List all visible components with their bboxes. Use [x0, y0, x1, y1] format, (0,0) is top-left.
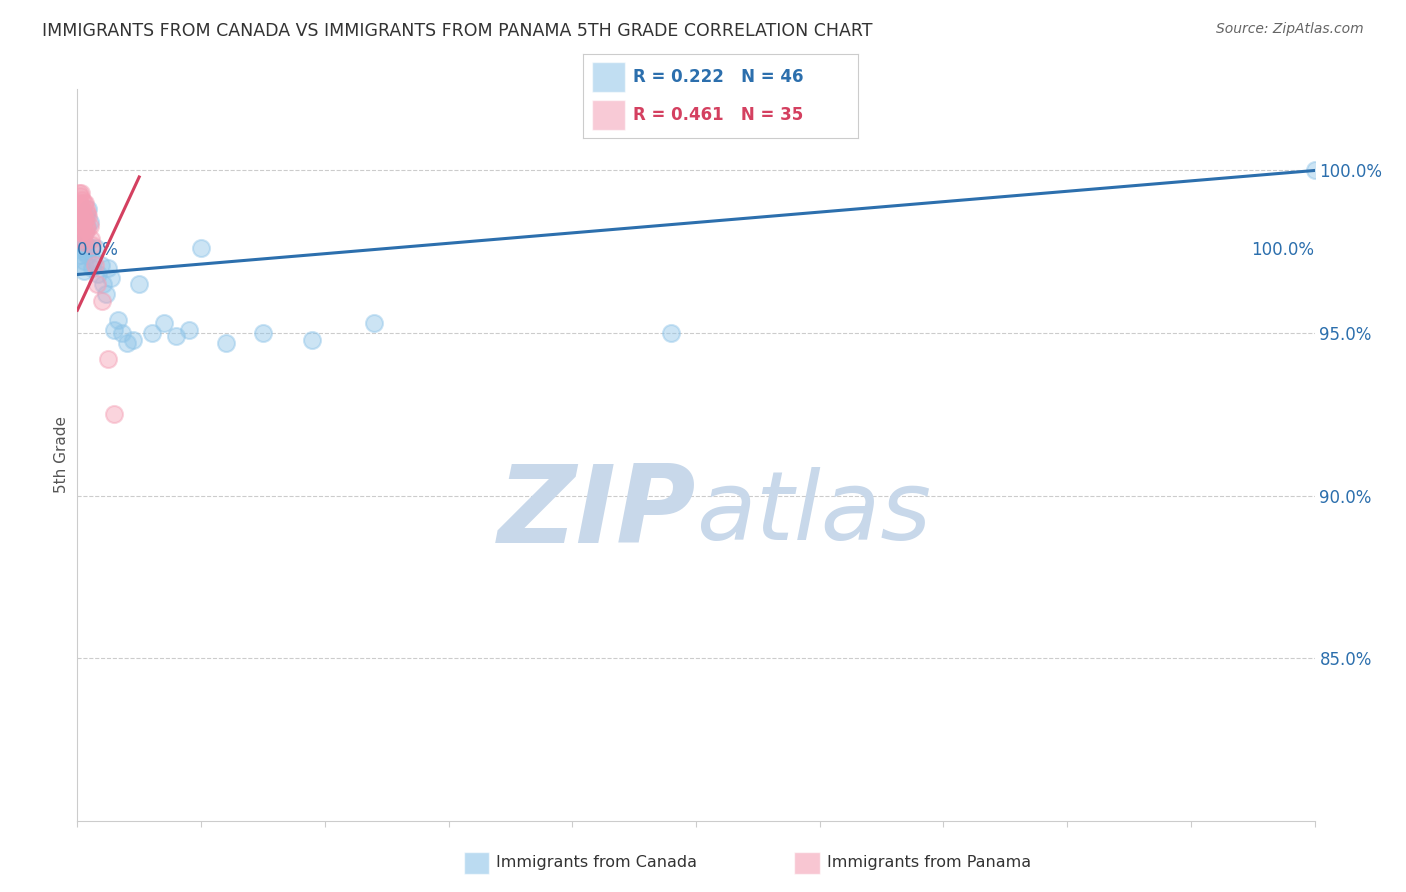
Point: [1303, 163, 1326, 178]
Point: [69, 202, 91, 217]
Point: [82, 238, 104, 252]
Point: [83, 258, 105, 272]
Point: [82, 260, 104, 275]
Point: [301, 333, 323, 347]
Text: 0.0%: 0.0%: [77, 242, 120, 260]
Point: [67, 205, 90, 219]
Point: [84, 242, 107, 256]
Point: [177, 323, 200, 337]
Point: [97, 351, 120, 366]
Point: [76, 219, 98, 233]
Point: [72, 215, 94, 229]
Point: [128, 277, 150, 292]
Point: [72, 232, 94, 246]
Point: [141, 326, 163, 340]
Y-axis label: 5th Grade: 5th Grade: [53, 417, 69, 493]
Text: ZIP: ZIP: [498, 460, 696, 566]
Point: [659, 326, 682, 340]
Point: [80, 232, 103, 246]
Point: [82, 254, 104, 268]
Bar: [592, 62, 624, 92]
Point: [69, 248, 91, 262]
Point: [75, 202, 97, 217]
Point: [91, 277, 114, 292]
Text: Immigrants from Panama: Immigrants from Panama: [827, 855, 1031, 870]
Point: [79, 215, 101, 229]
Point: [72, 235, 94, 249]
Point: [70, 209, 93, 223]
Point: [215, 335, 238, 350]
Point: [75, 209, 97, 223]
Point: [67, 196, 90, 211]
Point: [70, 258, 93, 272]
Point: [73, 225, 96, 239]
Point: [79, 219, 101, 233]
Point: [190, 242, 212, 256]
Point: [165, 329, 187, 343]
Point: [76, 205, 98, 219]
Point: [103, 407, 125, 421]
Point: [67, 235, 90, 249]
Point: [75, 219, 97, 233]
Point: [69, 212, 91, 227]
Point: [122, 333, 145, 347]
Point: [70, 199, 93, 213]
Point: [80, 242, 103, 256]
Point: [76, 248, 98, 262]
Point: [76, 222, 98, 236]
Point: [70, 212, 93, 227]
Point: [72, 209, 94, 223]
Point: [72, 242, 94, 256]
Point: [103, 323, 125, 337]
Point: [91, 293, 114, 308]
Point: [67, 186, 90, 201]
Point: [94, 287, 117, 301]
Point: [77, 202, 100, 217]
Point: [72, 254, 94, 268]
Bar: [592, 100, 624, 130]
Point: [70, 232, 93, 246]
Point: [72, 219, 94, 233]
Point: [73, 196, 96, 211]
Point: [69, 189, 91, 203]
Point: [72, 205, 94, 219]
Point: [75, 238, 97, 252]
Point: [69, 225, 91, 239]
Point: [90, 258, 112, 272]
Text: 100.0%: 100.0%: [1251, 242, 1315, 260]
Point: [70, 186, 93, 201]
Point: [97, 260, 120, 275]
Point: [111, 326, 134, 340]
Point: [73, 225, 96, 239]
Point: [87, 268, 110, 282]
Point: [77, 209, 100, 223]
Point: [73, 212, 96, 227]
Point: [69, 222, 91, 236]
Point: [363, 316, 385, 330]
Point: [100, 270, 122, 285]
Point: [115, 335, 138, 350]
Point: [72, 222, 94, 236]
Text: Source: ZipAtlas.com: Source: ZipAtlas.com: [1216, 22, 1364, 37]
Point: [107, 313, 129, 327]
Text: R = 0.222   N = 46: R = 0.222 N = 46: [633, 68, 803, 86]
Text: Immigrants from Canada: Immigrants from Canada: [496, 855, 697, 870]
Point: [72, 219, 94, 233]
Point: [73, 244, 96, 259]
Point: [72, 193, 94, 207]
Point: [72, 264, 94, 278]
Text: atlas: atlas: [696, 467, 931, 560]
Text: IMMIGRANTS FROM CANADA VS IMMIGRANTS FROM PANAMA 5TH GRADE CORRELATION CHART: IMMIGRANTS FROM CANADA VS IMMIGRANTS FRO…: [42, 22, 873, 40]
Point: [72, 196, 94, 211]
Point: [86, 277, 108, 292]
Point: [70, 225, 93, 239]
Point: [252, 326, 274, 340]
Point: [153, 316, 176, 330]
Text: R = 0.461   N = 35: R = 0.461 N = 35: [633, 106, 803, 124]
